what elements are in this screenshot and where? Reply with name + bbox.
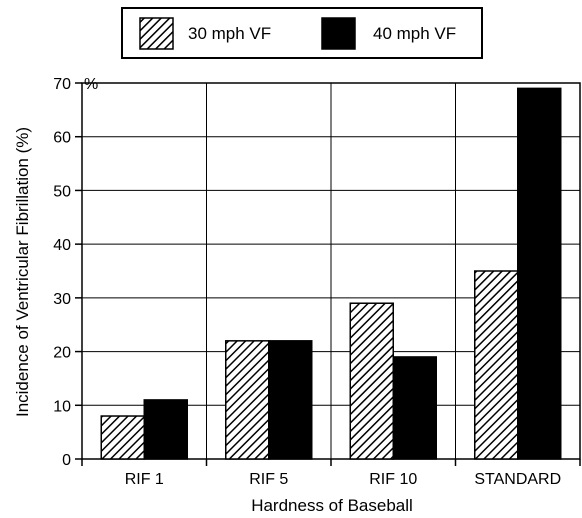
x-tick-label: STANDARD (474, 471, 561, 488)
x-tick-label: RIF 10 (369, 471, 417, 488)
legend-swatch-series-1 (139, 17, 174, 50)
legend-label-series-1: 30 mph VF (188, 24, 271, 43)
y-tick-label: 0 (62, 452, 71, 469)
legend-label-series-2: 40 mph VF (373, 24, 456, 43)
bar-series-1 (474, 270, 519, 460)
x-axis-title: Hardness of Baseball (251, 496, 413, 515)
x-axis: RIF 1 RIF 5 RIF 10 STANDARD (81, 459, 581, 488)
y-tick-label: 30 (53, 291, 71, 308)
bar-series-2 (268, 340, 313, 460)
bars (100, 87, 562, 460)
bar-series-1 (100, 415, 145, 460)
bar-series-1 (225, 340, 270, 460)
bar-series-2 (392, 356, 437, 460)
x-tick-label: RIF 5 (249, 471, 288, 488)
legend-swatch-series-2 (321, 17, 356, 50)
y-tick-label: 60 (53, 130, 71, 147)
y-axis: 0 10 20 30 40 50 60 70% (53, 76, 98, 469)
y-axis-title: Incidence of Ventricular Fibrillation (%… (13, 127, 32, 417)
bar-series-1 (349, 302, 394, 460)
x-tick-label: RIF 1 (125, 471, 164, 488)
y-tick-label: 50 (53, 183, 71, 200)
legend-frame (121, 7, 483, 59)
y-tick-label: 20 (53, 345, 71, 362)
bar-series-2 (143, 399, 188, 460)
bar-series-2 (517, 87, 562, 460)
y-tick-unit: % (84, 76, 98, 93)
y-tick-label: 10 (53, 398, 71, 415)
y-tick-label: 40 (53, 237, 71, 254)
legend: 30 mph VF 40 mph VF (121, 7, 483, 59)
y-tick-label: 70 (53, 76, 71, 93)
